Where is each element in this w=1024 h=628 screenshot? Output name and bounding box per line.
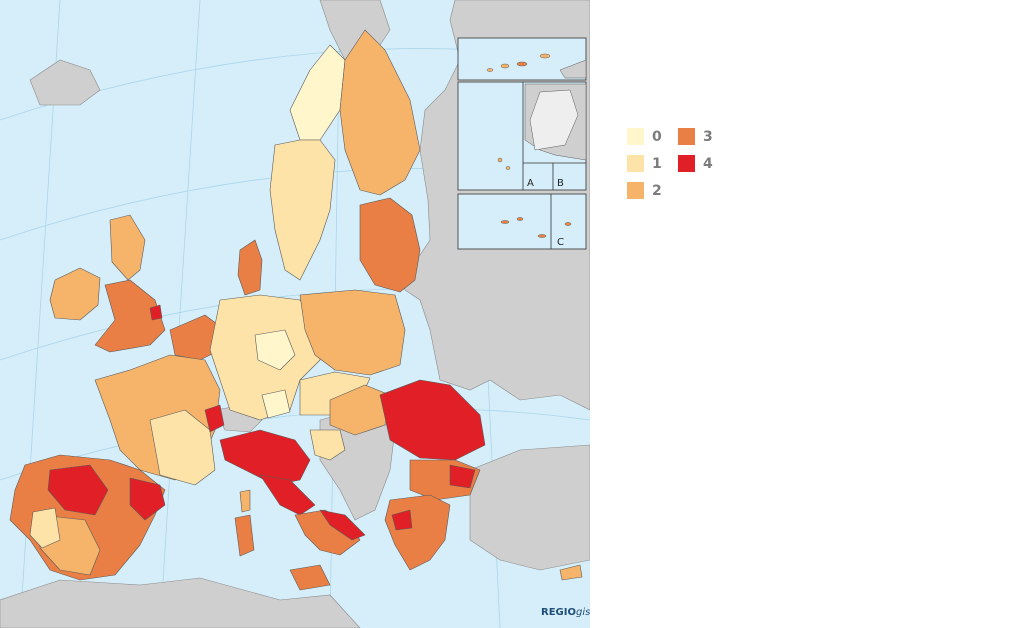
- region-bulgaria-red: [449, 464, 476, 489]
- region-poland: [299, 289, 406, 376]
- region-sardinia: [234, 514, 255, 557]
- region-finland: [339, 29, 421, 196]
- region-italy-north: [219, 429, 311, 486]
- region-london: [149, 304, 163, 321]
- legend-label-4: 4: [703, 155, 713, 172]
- region-france-east: [149, 409, 216, 486]
- legend-swatch-2: [627, 182, 644, 199]
- legend-label-0: 0: [652, 128, 662, 145]
- legend-label-3: 3: [703, 128, 713, 145]
- region-corsica: [239, 489, 251, 513]
- legend-swatch-1: [627, 155, 644, 172]
- region-romania: [379, 379, 486, 461]
- region-uk-north: [109, 214, 146, 281]
- legend-item-4: 4: [678, 155, 713, 172]
- region-germany-core: [254, 329, 296, 371]
- region-croatia: [309, 429, 346, 461]
- region-baltics: [359, 197, 421, 293]
- legend-swatch-4: [678, 155, 695, 172]
- legend: 0 1 2 3 4: [627, 128, 737, 208]
- region-apulia: [319, 509, 366, 541]
- inset-azores: [457, 193, 587, 250]
- region-sicily: [289, 564, 331, 591]
- region-denmark: [237, 239, 263, 296]
- region-greece-red: [391, 509, 413, 531]
- region-cyprus: [559, 564, 583, 581]
- inset-land: [486, 53, 587, 238]
- inset-label-b: B: [557, 178, 564, 189]
- legend-item-0: 0: [627, 128, 662, 145]
- region-portugal: [29, 507, 61, 549]
- region-catalonia: [129, 477, 166, 521]
- region-ireland: [49, 267, 101, 321]
- legend-swatch-0: [627, 128, 644, 145]
- inset-label-c: C: [557, 237, 564, 248]
- region-spain-center: [47, 464, 109, 516]
- region-alsace-red: [204, 404, 225, 433]
- legend-item-3: 3: [678, 128, 713, 145]
- legend-label-2: 2: [652, 182, 662, 199]
- brand-suffix: gis: [575, 607, 591, 618]
- region-hungary-slovakia: [329, 384, 391, 436]
- legend-item-1: 1: [627, 155, 662, 172]
- eu-regions: [9, 29, 583, 591]
- brand-main: REGIO: [541, 607, 576, 618]
- region-bavaria-core: [261, 389, 291, 419]
- legend-label-1: 1: [652, 155, 662, 172]
- region-italy-center: [259, 474, 316, 516]
- regiogis-logo: REGIOgis: [541, 607, 590, 618]
- inset-label-a: A: [527, 178, 534, 189]
- legend-item-2: 2: [627, 182, 662, 199]
- legend-swatch-3: [678, 128, 695, 145]
- region-sweden: [269, 139, 336, 281]
- choropleth-map: A B C: [0, 0, 590, 628]
- region-uk-south: [94, 279, 166, 353]
